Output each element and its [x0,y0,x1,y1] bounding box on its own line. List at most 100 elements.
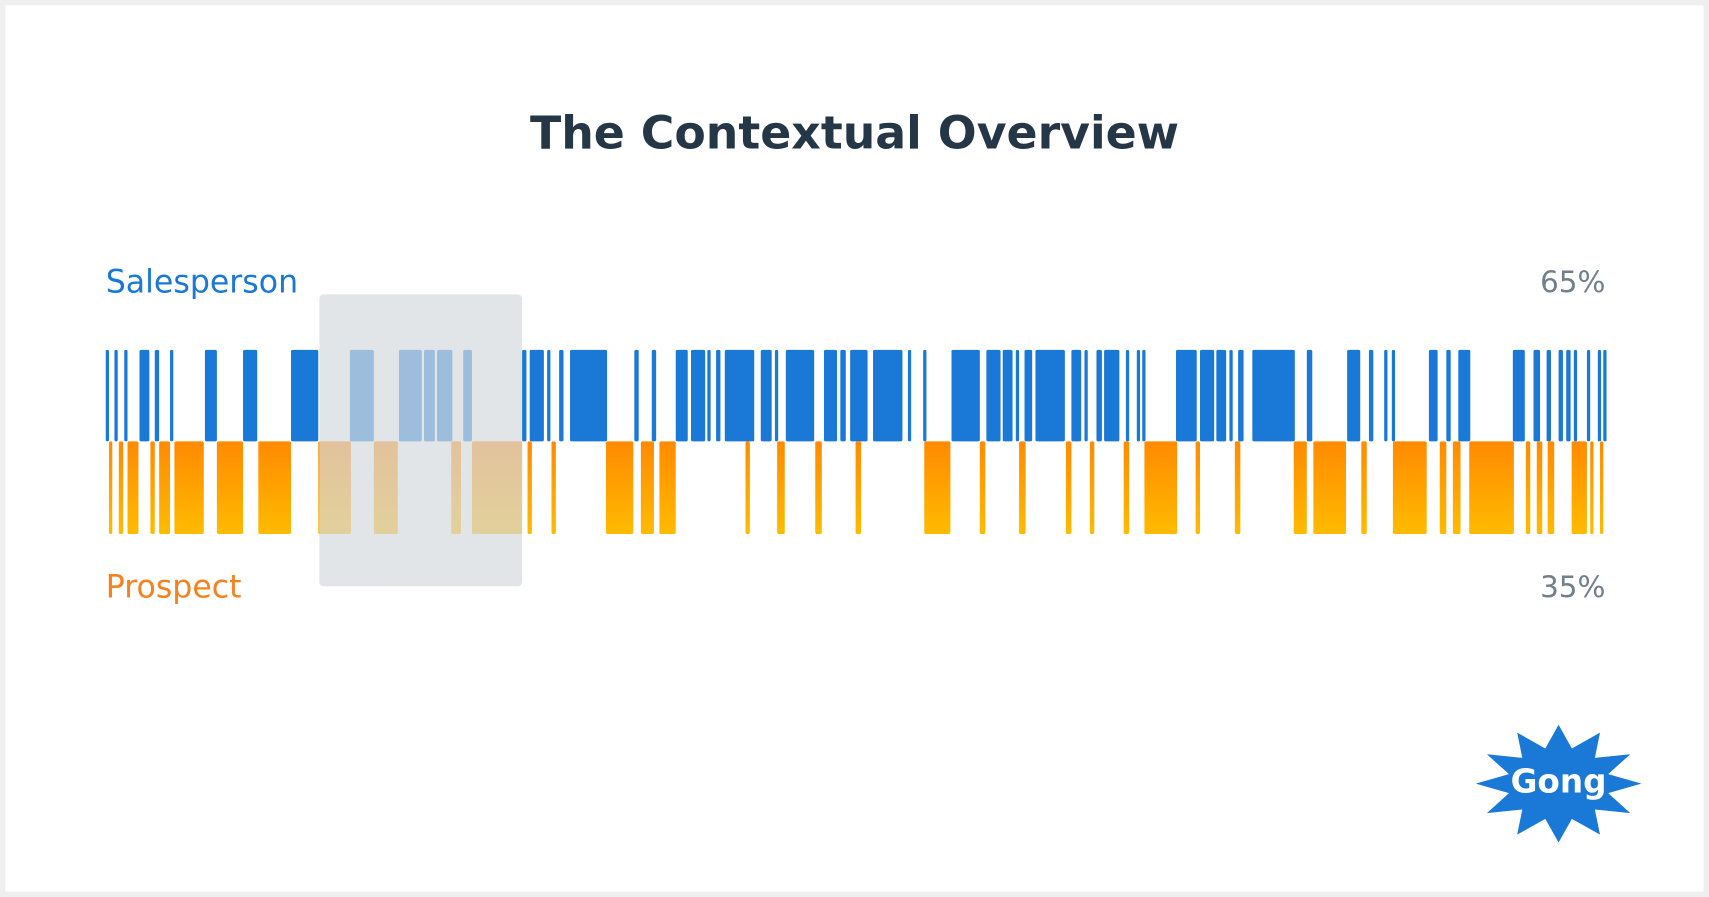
speech-segment [979,441,986,535]
speech-segment [1019,441,1026,535]
speech-segment [1313,441,1347,535]
speech-segment [118,441,124,535]
speech-segment [760,349,772,442]
speech-segment [1536,441,1543,535]
speech-segment [634,349,639,442]
speech-segment [108,441,113,535]
speech-segment [640,441,654,535]
speech-segment [907,349,912,442]
speech-segment [1104,349,1120,442]
speech-segment [1125,349,1130,442]
speech-segment [1195,441,1201,535]
speech-segment [923,349,927,442]
speech-segment [127,441,139,535]
logo-badge [1475,724,1642,843]
speech-segment [1590,441,1594,535]
track-share: 65% [1540,265,1605,299]
speech-segment [1293,441,1307,535]
speech-segment [1361,441,1367,535]
speech-segment [1035,349,1065,442]
speech-segment [1306,349,1313,442]
speech-segment [840,349,846,442]
track-label: Salesperson [106,264,298,300]
speech-segment [1142,349,1146,442]
speech-segment [1216,349,1227,442]
speech-segment [1002,349,1013,442]
speech-segment [745,441,750,535]
speech-segment [873,349,903,442]
speech-segment [1071,349,1082,442]
speech-segment [951,349,980,442]
speech-segment [1024,349,1033,442]
speech-segment [1600,441,1604,535]
speech-segment [707,349,711,442]
speech-segment [1123,441,1130,535]
speech-segment [258,441,292,535]
speech-segment [1136,349,1141,442]
speech-segment [675,349,688,442]
highlight [319,294,523,587]
logo: Gong [1475,724,1642,843]
speech-segment [570,349,608,442]
speech-segment [1469,441,1514,535]
speech-segment [1525,441,1531,535]
speech-segment [1252,349,1295,442]
speech-segment [1392,441,1427,535]
speech-segment [291,349,319,442]
speech-segment [1428,349,1438,442]
track-label: Prospect [106,570,242,606]
speech-segment [605,441,634,535]
speech-segment [1065,441,1072,535]
speech-segment [243,349,258,442]
speech-segment [159,441,171,535]
track-share: 35% [1540,570,1605,604]
speech-segment [1439,441,1447,535]
speech-segment [777,441,785,535]
speech-segment [659,441,676,535]
speech-segment [522,349,527,442]
speech-segment [823,349,838,442]
speech-segment [1452,441,1461,535]
speech-segment [124,349,128,442]
speech-segment [1573,349,1578,442]
speech-segment [1084,349,1088,442]
speech-segment [1015,349,1020,442]
speech-segment [1586,349,1591,442]
speech-segment [1446,349,1451,442]
speech-segment [170,349,174,442]
speech-segment [150,441,155,535]
speech-segment [774,349,779,442]
speech-segment [204,349,217,442]
speech-segment [1512,349,1525,442]
speech-segment [154,349,160,442]
logo-text: Gong [1511,763,1607,801]
speech-segment [1089,441,1095,535]
speech-segment [1096,349,1102,442]
speech-segment [651,349,657,442]
speech-segment [1558,349,1563,442]
speech-segment [216,441,244,535]
speech-segment [559,349,564,442]
speech-segment [527,441,532,535]
speech-segment [105,349,109,442]
speech-segment [1347,349,1361,442]
speech-segment [139,349,150,442]
speech-segment [855,441,862,535]
speech-segment [529,349,544,442]
speech-segment [850,349,868,442]
speech-segment [1229,349,1233,442]
speech-segment [551,441,556,535]
speech-segment [1391,349,1396,442]
speech-segment [1384,349,1388,442]
title: The Contextual Overview [530,107,1179,160]
speech-segment [691,349,706,442]
speech-segment [1176,349,1197,442]
speech-segment [716,349,721,442]
speech-segment [1234,441,1241,535]
speech-segment [547,349,551,442]
speech-segment [174,441,204,535]
speech-segment [1368,349,1374,442]
speech-segment [1144,441,1178,535]
